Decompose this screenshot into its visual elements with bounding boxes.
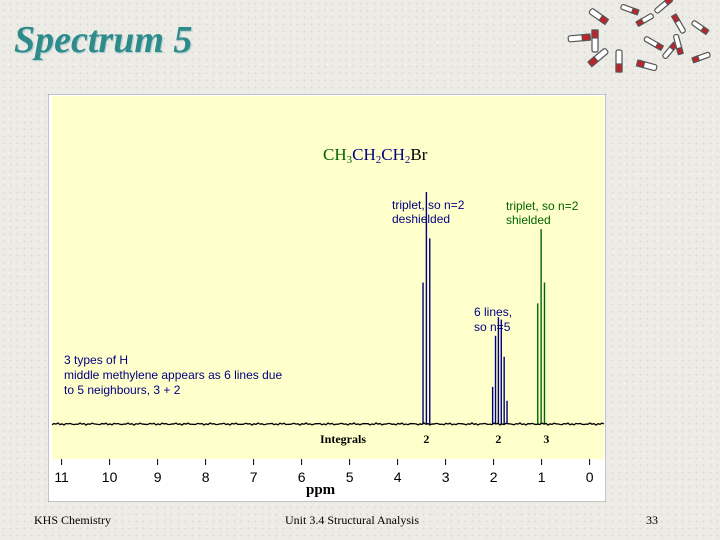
annotation-ch2br-triplet: triplet, so n=2 deshielded: [392, 198, 465, 226]
x-tick-label-4: 7: [250, 469, 258, 485]
x-tick-label-2: 9: [154, 469, 162, 485]
svg-text:6 lines,: 6 lines,: [474, 305, 512, 319]
x-axis-label: ppm: [306, 482, 336, 498]
molecule-part-5: 2: [405, 154, 411, 166]
svg-text:middle methylene appears as 6: middle methylene appears as 6 lines due: [64, 368, 282, 382]
integral-values: 2 2 3: [423, 432, 549, 446]
x-tick-label-0: 11: [54, 469, 69, 485]
plot-area: [52, 96, 604, 459]
test-tubes-decoration-icon: [567, 0, 711, 73]
integral-value-0: 2: [423, 432, 429, 446]
annotation-ch2-multiplet: 6 lines, so n=5: [474, 305, 512, 334]
svg-text:triplet, so n=2: triplet, so n=2: [392, 198, 465, 212]
x-tick-label-1: 10: [102, 469, 118, 485]
integral-value-2: 3: [543, 432, 549, 446]
x-tick-label-3: 8: [202, 469, 210, 485]
molecule-part-4: CH: [381, 145, 405, 164]
integral-value-1: 2: [495, 432, 501, 446]
svg-text:shielded: shielded: [506, 213, 551, 227]
molecule-part-2: CH: [352, 145, 376, 164]
spectrum-baseline: [51, 422, 605, 426]
svg-text:to 5 neighbours, 3 + 2: to 5 neighbours, 3 + 2: [64, 383, 181, 397]
molecule-part-1: 3: [347, 154, 353, 166]
molecule-part-6: Br: [410, 145, 427, 164]
molecule-formula: CH3CH2CH2Br: [323, 145, 428, 166]
page-number: 33: [646, 513, 658, 527]
nmr-spectrum-chart: CH3CH2CH2Br triplet, so n=2 deshielded t…: [48, 94, 606, 502]
svg-text:so n=5: so n=5: [474, 320, 511, 334]
peak-lines: [422, 192, 546, 424]
x-tick-label-6: 5: [346, 469, 354, 485]
svg-text:triplet, so n=2: triplet, so n=2: [506, 199, 579, 213]
molecule-part-3: 2: [376, 154, 382, 166]
annotation-ch3-triplet: triplet, so n=2 shielded: [506, 199, 579, 227]
x-tick-label-9: 2: [490, 469, 498, 485]
x-tick-label-7: 4: [394, 469, 402, 485]
x-tick-label-5: 6: [298, 469, 306, 485]
x-axis-ticks: 11 10 9 8 7 6 5 4 3 2 1 0: [54, 459, 594, 485]
svg-text:3 types of H: 3 types of H: [64, 353, 128, 367]
integrals-label: Integrals: [320, 432, 366, 446]
x-tick-label-10: 1: [538, 469, 546, 485]
x-tick-label-11: 0: [586, 469, 594, 485]
footer-unit: Unit 3.4 Structural Analysis: [285, 513, 419, 527]
x-tick-label-8: 3: [442, 469, 450, 485]
molecule-part-0: CH: [323, 145, 347, 164]
slide-title: Spectrum 5: [14, 19, 193, 61]
footer-course: KHS Chemistry: [34, 513, 112, 527]
svg-text:deshielded: deshielded: [392, 212, 450, 226]
annotation-summary: 3 types of H middle methylene appears as…: [64, 353, 282, 397]
